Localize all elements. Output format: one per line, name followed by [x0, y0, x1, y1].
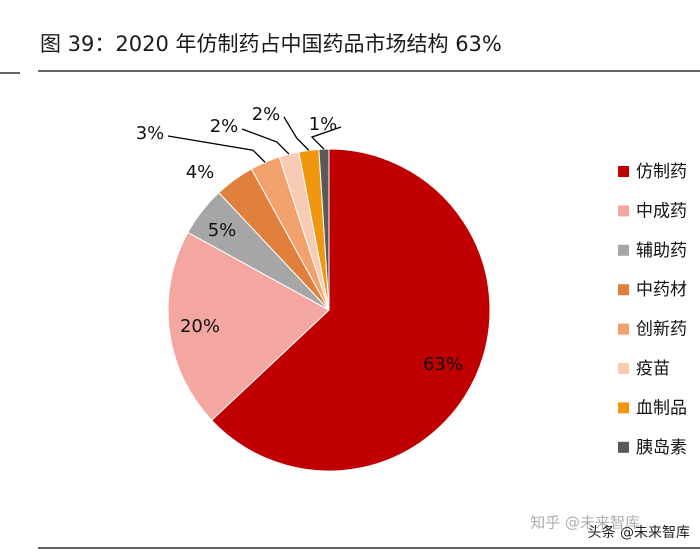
legend-label: 胰岛素 — [636, 438, 687, 458]
watermark: 知乎 @未来智库 — [530, 514, 640, 532]
pie-slice — [167, 231, 330, 421]
data-label: 3% — [136, 123, 165, 144]
legend-swatch — [618, 402, 629, 414]
chart-title: 图 39：2020 年仿制药占中国药品市场结构 63% — [40, 32, 502, 56]
leader-line — [283, 116, 310, 151]
leader-line — [167, 135, 266, 163]
legend-swatch — [618, 244, 629, 256]
data-label: 63% — [423, 354, 463, 375]
data-label: 2% — [210, 116, 239, 137]
data-label: 4% — [186, 162, 215, 183]
data-label: 20% — [180, 316, 220, 337]
legend-label: 创新药 — [636, 320, 687, 340]
legend-label: 仿制药 — [636, 162, 687, 182]
legend-swatch — [618, 205, 629, 217]
data-label: 5% — [208, 220, 237, 241]
legend-swatch — [618, 363, 629, 374]
data-label: 1% — [309, 114, 338, 135]
legend-swatch — [618, 323, 629, 335]
watermark: 头条 @未来智库 — [588, 524, 690, 541]
legend-swatch — [618, 441, 629, 453]
legend-label: 中药材 — [636, 280, 687, 300]
legend-label: 辅助药 — [636, 241, 687, 261]
leader-line — [310, 126, 342, 150]
legend-label: 中成药 — [636, 201, 687, 221]
legend-swatch — [618, 284, 629, 296]
legend-swatch — [618, 166, 629, 177]
legend-label: 血制品 — [636, 398, 687, 418]
pie-slice — [318, 148, 330, 311]
legend-label: 疫苗 — [636, 359, 670, 379]
pie-slice — [210, 148, 491, 472]
leader-line — [241, 128, 290, 155]
data-label: 2% — [252, 104, 281, 125]
